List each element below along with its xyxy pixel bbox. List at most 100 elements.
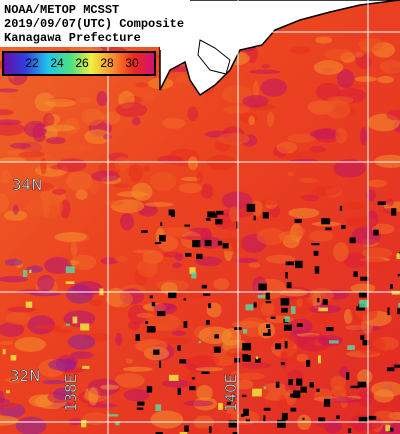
sst-patch [0,88,19,93]
cool-patch [284,316,290,323]
cloud-mask [183,321,188,328]
sst-patch [261,63,271,69]
cloud-mask [228,420,237,428]
colorbar [2,51,156,76]
sst-patch [176,74,190,84]
cloud-mask [146,386,153,393]
cool-patch [65,281,75,284]
sst-patch [234,379,254,390]
cloud-mask [217,240,223,246]
sst-patch [296,353,309,363]
sst-patch [0,415,19,426]
sst-patch [43,124,76,132]
cool-patch [398,302,400,308]
sst-patch [260,78,288,97]
cool-patch [396,253,400,260]
sst-patch [14,337,46,352]
sst-patch [287,171,294,177]
cloud-mask [322,298,328,305]
sst-patch [279,288,308,297]
cloud-mask [306,359,311,367]
cool-patch [155,404,162,412]
sst-patch [299,177,318,183]
sst-patch [288,207,320,219]
sst-patch [132,116,141,126]
sst-patch [105,290,134,308]
cloud-mask [255,358,261,363]
cool-patch [191,272,197,279]
sst-patch [52,188,66,196]
sst-patch [295,226,306,236]
sst-patch [81,108,104,126]
sst-patch [224,219,240,231]
sst-patch [114,373,145,388]
sst-patch [231,321,263,328]
sst-patch [221,191,253,210]
cloud-mask [201,284,207,289]
sst-patch [135,82,148,88]
sst-patch [18,151,46,158]
sst-patch [143,90,156,101]
cloud-mask [275,381,280,388]
sst-patch [301,194,320,202]
sst-patch [75,189,88,200]
cloud-mask [168,291,177,299]
cloud-mask [270,316,276,319]
sst-patch [115,333,123,346]
cloud-mask [280,298,290,306]
sst-patch [360,127,368,146]
sst-patch [386,110,400,121]
colorbar-ticks: 22 24 26 28 30 [25,56,139,70]
sst-patch [265,315,294,323]
cloud-mask [356,306,366,311]
cloud-mask [387,307,390,316]
cloud-mask [341,225,346,229]
cool-patch [82,365,90,369]
cloud-mask [288,379,293,386]
cool-patch [115,422,120,426]
cloud-mask [394,364,400,368]
sst-patch [114,156,130,171]
cloud-mask [208,303,212,309]
cloud-mask [184,224,190,227]
sst-patch [266,111,275,127]
sst-patch [252,80,259,99]
sst-patch [63,145,97,152]
sst-patch [144,202,174,207]
cloud-mask [141,230,148,233]
sst-patch [23,120,48,138]
sst-patch [60,199,71,219]
cloud-mask [245,419,251,422]
cloud-mask [242,342,252,351]
cloud-mask [314,266,320,274]
sst-patch [256,227,286,245]
cool-patch [81,419,87,428]
cloud-mask [262,212,269,219]
sst-patch [125,358,133,364]
cloud-mask [353,271,358,277]
cloud-mask [160,222,163,226]
sst-patch [0,169,11,184]
cloud-mask [240,413,245,417]
sst-patch [373,389,395,403]
cloud-mask [253,302,257,308]
cloud-mask [349,237,356,244]
sst-patch [12,204,19,215]
cool-patch [245,304,254,311]
cloud-mask [184,252,192,257]
sst-patch [200,183,214,199]
cool-patch [347,345,355,350]
sst-patch [236,372,266,380]
cloud-mask [283,324,292,332]
sst-patch [96,91,108,107]
sst-patch [225,407,239,414]
cloud-mask [373,229,379,236]
cool-patch [252,388,262,397]
sst-patch [189,427,220,434]
sst-patch [27,182,55,192]
sst-patch [374,154,400,168]
sst-patch [157,155,183,164]
sst-patch [9,142,32,149]
cool-patch [198,340,201,344]
